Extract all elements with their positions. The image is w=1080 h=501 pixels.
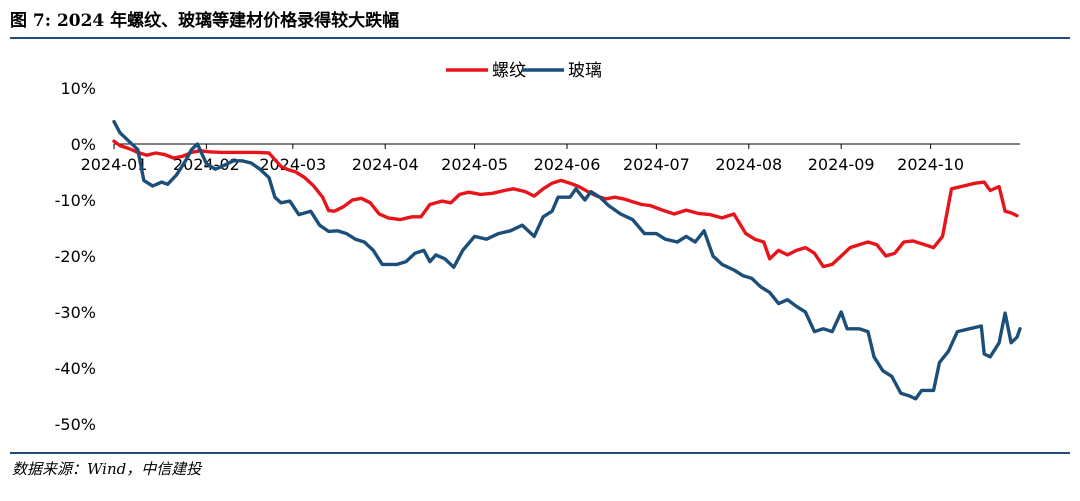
x-tick-label: 2024-09	[808, 155, 875, 174]
legend-label-2: 玻璃	[568, 61, 602, 81]
source-rule	[10, 452, 1070, 454]
y-tick-label: -20%	[55, 247, 96, 266]
x-tick-label: 2024-04	[352, 155, 419, 174]
x-tick-label: 2024-06	[534, 155, 601, 174]
legend-label-1: 螺纹	[492, 61, 526, 81]
y-tick-label: -40%	[55, 359, 96, 378]
figure-title: 图 7: 2024 年螺纹、玻璃等建材价格录得较大跌幅	[10, 11, 400, 31]
y-axis-ticks: 10% 0% -10% -20% -30% -40% -50%	[55, 79, 96, 434]
title-rule	[10, 37, 1070, 39]
figure-source: 数据来源：Wind，中信建投	[12, 460, 202, 478]
y-tick-label: 10%	[60, 79, 96, 98]
y-tick-label: -50%	[55, 415, 96, 434]
y-tick-label: -10%	[55, 191, 96, 210]
y-tick-label: 0%	[71, 135, 96, 154]
series-line-1	[112, 139, 1019, 269]
x-tick-label: 2024-05	[441, 155, 508, 174]
x-tick-label: 2024-10	[897, 155, 964, 174]
series-line-2	[112, 119, 1022, 401]
x-tick-label: 2024-08	[715, 155, 782, 174]
x-axis: 2024-01 2024-02 2024-03 2024-04 2024-05 2024-…	[81, 143, 1020, 174]
line-chart: 10%0%-10%-20%-30%-40%-50% 2024-01 2024-02…	[55, 61, 1022, 434]
x-tick-label: 2024-01	[81, 155, 148, 174]
series-layer	[112, 119, 1022, 401]
legend: 螺纹 玻璃	[446, 61, 602, 81]
y-tick-label: -30%	[55, 303, 96, 322]
x-tick-label: 2024-07	[623, 155, 690, 174]
